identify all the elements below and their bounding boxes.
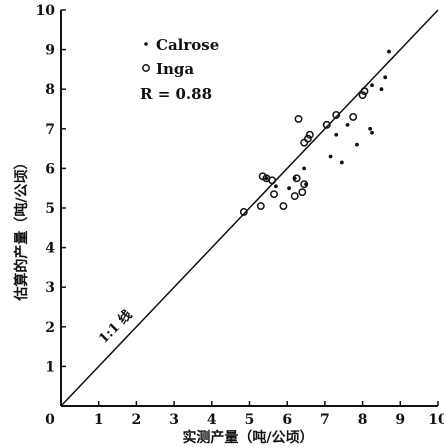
data-point-inga [239, 208, 248, 216]
x-tick-label: 5 [245, 412, 255, 428]
y-axis-title: 估算的产量（吨/公顷） [13, 155, 30, 301]
data-point-inga [303, 134, 312, 143]
r-value-label: R = 0.88 [140, 85, 212, 103]
data-point-inga [258, 172, 267, 181]
data-point-calrose [328, 154, 333, 159]
y-tick-label: 7 [45, 122, 55, 138]
data-point-inga [305, 130, 314, 139]
data-point-calrose [368, 126, 373, 131]
x-tick-label: 8 [358, 412, 368, 428]
data-point-calrose [302, 166, 307, 171]
data-point-calrose [355, 142, 359, 147]
reference-line [60, 9, 439, 407]
x-tick-label: 3 [169, 412, 179, 428]
y-ticks: 1 2 3 4 5 6 7 8 9 10 [36, 3, 66, 375]
data-point-inga [256, 202, 265, 210]
legend-circle-marker [142, 64, 150, 72]
y-tick-label: 1 [45, 359, 55, 375]
data-point-inga [360, 87, 369, 96]
legend-dot-marker [144, 42, 148, 46]
y-tick-label: 9 [45, 43, 55, 59]
data-point-inga [322, 120, 331, 129]
y-tick-label: 10 [36, 3, 56, 19]
data-point-inga [298, 188, 307, 197]
y-tick-label: 2 [45, 320, 55, 336]
data-point-calrose [379, 87, 384, 92]
data-point-inga [300, 180, 309, 189]
x-tick-label: 0 [45, 412, 55, 428]
data-point-calrose [339, 160, 344, 165]
data-point-inga [300, 138, 309, 147]
x-tick-label: 6 [282, 412, 292, 428]
data-point-calrose [334, 132, 339, 137]
y-tick-label: 6 [45, 161, 55, 177]
x-tick-label: 1 [94, 412, 104, 428]
data-point-inga [268, 176, 277, 185]
legend-label-inga: Inga [156, 60, 194, 78]
data-point-calrose [370, 83, 374, 88]
y-tick-label: 8 [45, 82, 55, 98]
data-point-calrose [370, 130, 374, 135]
x-tick-label: 4 [207, 412, 217, 428]
y-tick-label: 4 [45, 241, 55, 257]
x-tick-label: 7 [320, 412, 330, 428]
data-point-inga [290, 192, 299, 201]
y-tick-label: 5 [45, 201, 55, 217]
data-point-calrose [383, 75, 388, 80]
data-point-inga [349, 112, 358, 121]
data-point-inga [332, 110, 341, 119]
x-tick-label: 2 [132, 412, 142, 428]
legend-label-calrose: Calrose [156, 36, 219, 54]
data-point-calrose [387, 49, 391, 54]
data-point-inga [279, 202, 288, 210]
y-tick-label: 3 [45, 280, 55, 296]
data-point-inga [358, 91, 367, 100]
x-tick-label: 10 [428, 412, 444, 428]
reference-line-group [60, 9, 439, 407]
data-point-calrose [287, 186, 291, 191]
x-axis-title: 实测产量（吨/公顷） [182, 429, 313, 446]
x-ticks: 0 1 2 3 4 5 6 7 8 9 10 [45, 401, 444, 428]
data-point-inga [294, 114, 303, 123]
x-tick-label: 9 [395, 412, 405, 428]
data-point-inga [270, 190, 278, 199]
data-points [239, 49, 391, 216]
legend: Calrose Inga R = 0.88 [140, 36, 219, 103]
reference-line-label: 1:1 线 [96, 307, 136, 347]
data-point-calrose [345, 122, 350, 127]
data-point-inga [292, 174, 301, 183]
data-point-calrose [273, 184, 278, 189]
